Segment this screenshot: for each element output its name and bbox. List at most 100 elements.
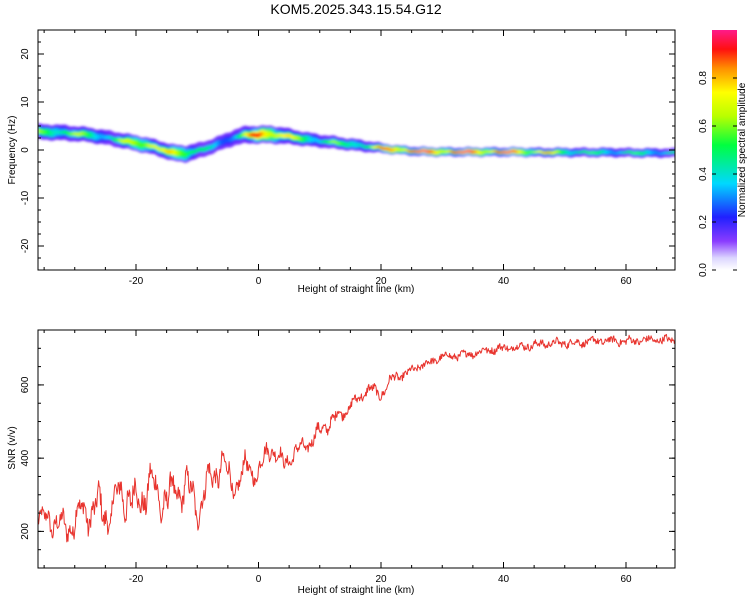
spectrogram-cell bbox=[170, 150, 174, 154]
spectrogram-cell bbox=[128, 139, 131, 143]
spectrogram-cell bbox=[370, 146, 374, 149]
spectrogram-cell bbox=[595, 152, 599, 155]
spectrogram-cell bbox=[340, 142, 344, 145]
spectrogram-cell bbox=[312, 138, 316, 142]
spectrogram-cell bbox=[273, 133, 277, 138]
spectrogram-cell bbox=[546, 151, 549, 154]
spectrogram-cell bbox=[430, 150, 434, 153]
spectrogram-cell bbox=[445, 150, 449, 153]
spectrogram-cell bbox=[473, 150, 476, 153]
spectrogram-cell bbox=[657, 152, 661, 155]
spectrogram-cell bbox=[408, 150, 412, 153]
spectrogram-cell bbox=[462, 151, 466, 154]
spectrogram-cell bbox=[233, 135, 236, 140]
spectrogram-cell bbox=[74, 132, 78, 136]
spectrogram-cell bbox=[239, 133, 243, 138]
snr-panel: -20 0 20 40 60 200 400 600 Height of straight l… bbox=[7, 329, 676, 596]
spectrogram-cell bbox=[250, 132, 253, 137]
spectrogram-cell bbox=[571, 151, 575, 154]
spectrogram-cell bbox=[432, 151, 436, 154]
spectrogram-cell bbox=[288, 134, 292, 138]
spectrogram-cell bbox=[563, 151, 566, 154]
spectrogram-cell bbox=[125, 139, 129, 143]
colorbar-ticks: 0.0 0.2 0.4 0.6 0.8 bbox=[698, 71, 737, 277]
spectrogram-cell bbox=[593, 151, 596, 154]
spectrogram-ytick-label: -10 bbox=[20, 190, 31, 205]
spectrogram-cell bbox=[95, 135, 99, 139]
spectrogram-cell bbox=[102, 135, 106, 139]
spectrogram-cell bbox=[464, 150, 468, 153]
spectrogram-cell bbox=[117, 138, 121, 142]
spectrogram-cell bbox=[130, 140, 133, 144]
spectrogram-cell bbox=[618, 151, 622, 154]
spectrogram-ytick-label: 10 bbox=[20, 96, 31, 108]
spectrogram-cell bbox=[411, 150, 414, 153]
snr-series-line bbox=[38, 333, 675, 543]
spectrogram-cell bbox=[265, 132, 268, 137]
spectrogram-cell bbox=[224, 138, 228, 143]
spectrogram-cell bbox=[608, 151, 611, 153]
spectrogram-cell bbox=[164, 149, 168, 153]
spectrogram-cell bbox=[651, 151, 654, 154]
spectrogram-cell bbox=[85, 132, 88, 136]
spectrogram-cell bbox=[483, 150, 487, 153]
snr-frame bbox=[37, 329, 676, 569]
spectrogram-cell bbox=[586, 151, 590, 154]
spectrogram-cell bbox=[359, 143, 363, 147]
spectrogram-cell bbox=[143, 143, 146, 147]
spectrogram-cell bbox=[434, 151, 438, 154]
spectrogram-cell bbox=[443, 150, 446, 153]
spectrogram-ytick-label: 20 bbox=[20, 48, 31, 60]
spectrogram-cell bbox=[140, 143, 144, 147]
colorbar-tick-label: 0.6 bbox=[698, 119, 709, 133]
spectrogram-cell bbox=[636, 152, 639, 154]
spectrogram-cell bbox=[121, 139, 125, 143]
spectrogram-ytick-label: 0 bbox=[20, 147, 31, 153]
spectrogram-cell bbox=[580, 150, 584, 153]
spectrogram-cell bbox=[603, 151, 607, 153]
spectrogram-cell bbox=[528, 151, 532, 153]
spectrogram-cell bbox=[297, 136, 301, 140]
spectrogram-cell bbox=[400, 148, 404, 151]
spectrogram-cell bbox=[475, 150, 479, 153]
spectrogram-xtick-label: 20 bbox=[375, 276, 387, 287]
spectrogram-cell bbox=[160, 148, 163, 152]
spectrogram-cell bbox=[76, 132, 80, 137]
spectrogram-cell bbox=[153, 145, 157, 149]
spectrogram-cell bbox=[518, 150, 521, 153]
spectrogram-cell bbox=[115, 138, 118, 142]
spectrogram-cell bbox=[548, 151, 551, 154]
spectrogram-cell bbox=[640, 152, 644, 155]
spectrogram-cell bbox=[573, 151, 577, 154]
spectrogram-cell bbox=[505, 151, 509, 154]
spectrogram-cell bbox=[668, 151, 672, 154]
spectrogram-cell bbox=[183, 152, 187, 157]
colorbar: 0.0 0.2 0.4 0.6 0.8 Normalized spectral ampl… bbox=[698, 30, 748, 277]
spectrogram-cell bbox=[168, 150, 172, 154]
spectrogram-cell bbox=[438, 150, 442, 153]
spectrogram-cell bbox=[282, 134, 286, 138]
spectrogram-xtick-label: 0 bbox=[256, 276, 262, 287]
spectrogram-cell bbox=[138, 143, 142, 147]
spectrogram-cell bbox=[248, 133, 251, 138]
spectrogram-cell bbox=[646, 151, 650, 154]
colorbar-tick-label: 0.0 bbox=[698, 263, 709, 277]
spectrogram-cell bbox=[179, 151, 183, 155]
spectrogram-cell bbox=[616, 151, 620, 154]
spectrogram-cell bbox=[558, 151, 562, 153]
spectrogram-cell bbox=[222, 139, 226, 144]
spectrogram-cell bbox=[556, 150, 560, 153]
spectrogram-cell bbox=[565, 151, 569, 154]
spectrogram-cell bbox=[203, 147, 206, 151]
spectrogram-cell bbox=[413, 150, 416, 153]
spectrogram-cell bbox=[323, 140, 326, 143]
spectrogram-cell bbox=[479, 151, 483, 154]
spectrogram-cell bbox=[87, 133, 91, 137]
spectrogram-cell bbox=[477, 151, 481, 154]
spectrogram-cell bbox=[132, 141, 136, 145]
spectrogram-cell bbox=[61, 130, 65, 134]
spectrogram-cell bbox=[659, 152, 663, 155]
spectrogram-cell bbox=[655, 151, 659, 154]
spectrogram-cell bbox=[539, 150, 543, 153]
